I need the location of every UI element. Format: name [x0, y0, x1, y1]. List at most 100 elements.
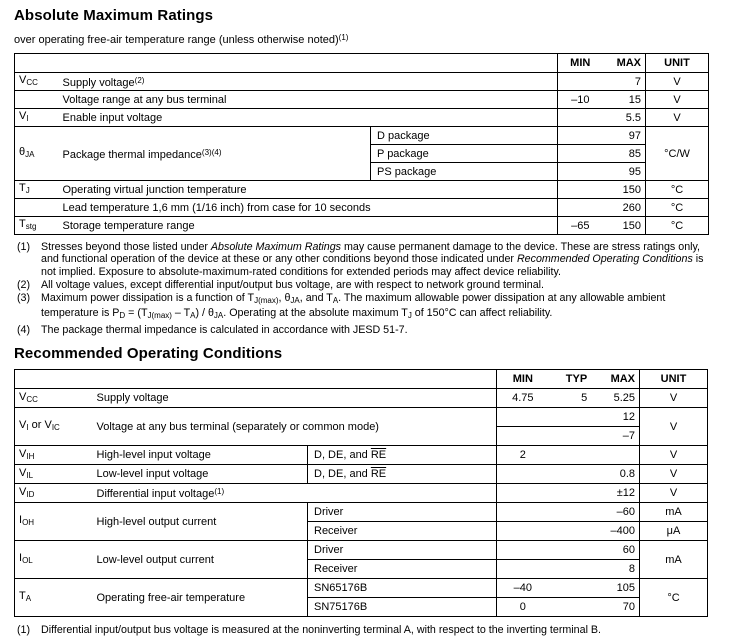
footnote: (4) The package thermal impedance is cal… — [14, 324, 716, 336]
unit-column-header: UNIT — [639, 369, 708, 389]
table-row: IOH High-level output current Driver –60… — [14, 502, 708, 541]
table-row: Receiver –400 μA — [15, 521, 708, 541]
minmax-cell: 150 — [557, 180, 646, 199]
text-segment: Voltage range at any bus terminal — [62, 93, 227, 106]
text-segment: Stresses beyond those listed under — [41, 241, 211, 253]
table-row: VIL Low-level input voltage D, DE, and R… — [14, 464, 708, 484]
amr-table: MIN MAX UNIT VCC Supply voltage(2) 7 V V… — [14, 53, 710, 235]
description-cell: Low-level output current — [94, 540, 308, 579]
table-row: SN75176B 0 70 — [15, 597, 708, 617]
text-segment: Low-level input voltage — [96, 468, 209, 481]
unit-cell: °C/W — [645, 126, 709, 181]
typ-column-header: TYP — [565, 373, 588, 386]
amr-header-minmax: MIN MAX — [557, 53, 646, 73]
text-segment: Lead temperature 1,6 mm (1/16 inch) from… — [62, 201, 371, 214]
text-segment: I — [19, 552, 23, 565]
footnote-text: All voltage values, except differential … — [41, 279, 716, 291]
mintypmax-cell: –40 105 — [496, 578, 640, 598]
footnote-text: Stresses beyond those listed under Absol… — [41, 241, 716, 278]
text-segment: RE — [370, 468, 387, 481]
unit-cell: mA — [639, 540, 708, 579]
text-segment: D, DE, and — [314, 468, 371, 481]
footnote: (3) Maximum power dissipation is a funct… — [14, 292, 716, 323]
condition-cell: D, DE, and RE — [306, 464, 497, 484]
description-cell: Package thermal impedance(3)(4) — [60, 126, 371, 181]
max-column-header: MAX — [610, 373, 636, 386]
text-segment: IC — [51, 423, 60, 433]
description-cell: Low-level input voltage — [94, 464, 308, 484]
text-segment: T — [19, 218, 26, 230]
text-segment: IL — [26, 470, 34, 480]
symbol-cell: IOH — [14, 502, 95, 541]
text-segment: V — [19, 74, 27, 86]
min-column-header: MIN — [512, 373, 533, 386]
minmax-cell: –10 15 — [557, 90, 646, 109]
symbol-cell: TA — [14, 578, 95, 617]
text-segment: J(max) — [147, 311, 172, 321]
text-segment: All voltage values, except differential … — [41, 278, 544, 291]
max-value: 150 — [622, 219, 642, 232]
mintypmax-cell: –60 — [496, 502, 640, 522]
symbol-cell: VI — [14, 108, 61, 127]
roc-footnotes: (1) Differential input/output bus voltag… — [14, 624, 716, 636]
condition-cell: PS package — [369, 162, 558, 181]
text-segment: = (T — [125, 307, 148, 320]
max-value: ±12 — [616, 487, 636, 500]
condition-cell: D, DE, and RE — [306, 445, 497, 465]
unit-cell: mA — [639, 502, 708, 522]
text-segment: Absolute Maximum Ratings — [210, 241, 342, 253]
text-segment: (2) — [134, 75, 145, 85]
max-value: 95 — [628, 165, 642, 178]
symbol-cell: VIH — [14, 445, 95, 465]
condition-cell: D package — [369, 126, 558, 145]
text-segment: SN65176B — [314, 582, 368, 595]
text-segment: – T — [171, 307, 191, 320]
min-value: –65 — [571, 219, 590, 232]
mintypmax-cell: ±12 — [496, 483, 640, 503]
description-cell: Supply voltage(2) — [60, 72, 558, 91]
text-segment: RE — [370, 449, 387, 462]
text-segment: ) / θ — [195, 307, 214, 320]
text-segment: I — [26, 114, 29, 123]
unit-cell: V — [639, 483, 708, 503]
roc-section-title: Recommended Operating Conditions — [14, 345, 283, 363]
condition-cell: SN65176B — [306, 578, 497, 598]
mintypmax-cell: –400 — [496, 521, 640, 541]
max-value: 150 — [622, 183, 642, 196]
footnote: (2) All voltage values, except different… — [14, 279, 716, 291]
text-segment: A — [332, 296, 339, 306]
amr-header-row: MIN MAX UNIT — [15, 53, 709, 73]
max-value: 105 — [616, 582, 636, 595]
footnote-number: (3) — [17, 292, 31, 305]
min-value: 0 — [519, 601, 526, 614]
text-segment: θ — [19, 146, 26, 158]
mintypmax-cell: 4.75 5 5.25 — [496, 388, 640, 408]
max-value: 97 — [628, 129, 642, 142]
table-row: –7 — [15, 426, 708, 446]
unit-cell: V — [639, 407, 708, 446]
text-segment: V — [19, 419, 27, 432]
symbol-cell: Tstg — [14, 216, 61, 235]
minmax-cell: 95 — [557, 162, 646, 181]
text-segment: T — [19, 182, 26, 194]
footnote-number: (1) — [17, 624, 31, 636]
text-segment: CC — [26, 394, 38, 404]
amr-header-spacer — [15, 54, 558, 73]
footnote-text: The package thermal impedance is calcula… — [41, 324, 716, 336]
symbol-cell: TJ — [14, 180, 61, 199]
text-segment: The package thermal impedance is calcula… — [41, 323, 408, 336]
minmax-cell: –65 150 — [557, 216, 646, 235]
table-row: VCC Supply voltage 4.75 5 5.25 V — [14, 388, 708, 408]
max-value: 85 — [628, 147, 642, 160]
max-value: 260 — [622, 201, 642, 214]
description-cell: High-level input voltage — [94, 445, 308, 465]
max-value: 0.8 — [619, 468, 636, 481]
table-row: IOL Low-level output current Driver 60 m… — [14, 540, 708, 579]
minmax-cell: 260 — [557, 198, 646, 217]
roc-header-mintypmax: MIN TYP MAX — [496, 369, 640, 389]
table-row: θJA Package thermal impedance(3)(4) D pa… — [14, 126, 709, 181]
max-value: 15 — [628, 93, 642, 106]
unit-cell: V — [645, 90, 709, 109]
footnote: (1) Stresses beyond those listed under A… — [14, 241, 716, 278]
